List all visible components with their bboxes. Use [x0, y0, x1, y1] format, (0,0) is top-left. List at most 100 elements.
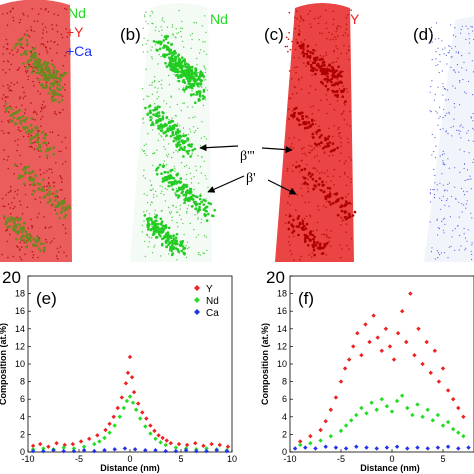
point-nd — [61, 445, 66, 450]
atom-dot — [184, 134, 188, 137]
atom-dot — [25, 38, 29, 42]
panel-label-c: (c) — [264, 25, 284, 44]
atom-dot — [192, 126, 195, 128]
atom-dot — [17, 49, 19, 51]
arrow-b-prime — [207, 175, 245, 193]
atom-dot — [43, 172, 45, 174]
element-label-y-c: Y — [350, 11, 360, 27]
atom-dot — [313, 17, 316, 20]
atom-dot — [289, 213, 291, 215]
atom-dot — [20, 163, 22, 165]
atom-dot — [190, 74, 194, 77]
atom-dot — [164, 225, 168, 229]
atom-dot — [61, 95, 64, 97]
atom-dot — [161, 165, 165, 169]
atom-dot — [322, 55, 325, 57]
atom-dot — [457, 52, 459, 54]
point-y — [78, 439, 84, 444]
atom-dot — [455, 198, 457, 200]
atom-dot — [439, 54, 441, 56]
atom-dot — [315, 68, 319, 72]
atom-dot — [148, 236, 150, 239]
atom-dot — [193, 131, 195, 134]
atom-dot — [465, 69, 467, 71]
atom-dot — [31, 179, 34, 182]
atom-dot — [337, 74, 341, 78]
atom-dot — [468, 33, 470, 35]
atom-dot — [182, 127, 185, 129]
atom-dot — [184, 165, 186, 168]
atom-dot — [342, 219, 345, 221]
atom-dot — [160, 26, 162, 28]
atom-dot — [429, 201, 432, 203]
atom-dot — [166, 236, 169, 239]
atom-dot — [312, 238, 315, 241]
atom-dot — [37, 90, 39, 93]
atom-dot — [309, 63, 313, 67]
atom-dot — [24, 193, 27, 196]
atom-dot — [287, 221, 291, 224]
atom-dot — [153, 196, 155, 198]
atom-dot — [151, 225, 153, 227]
point-nd — [440, 423, 446, 428]
atom-dot — [201, 25, 204, 27]
atom-dot — [472, 112, 474, 115]
point-ca — [183, 448, 189, 453]
atom-dot — [175, 206, 177, 208]
atom-dot — [169, 213, 172, 215]
atom-dot — [439, 61, 441, 63]
atom-dot — [172, 238, 175, 241]
point-ca — [333, 445, 339, 450]
arrow-c-triple — [261, 145, 293, 154]
atom-dot — [300, 76, 303, 79]
atom-dot — [468, 139, 470, 142]
atom-dot — [41, 23, 44, 25]
atom-dot — [161, 19, 163, 21]
atom-dot — [14, 43, 17, 47]
atom-dot — [323, 145, 327, 149]
atom-dot — [12, 54, 14, 56]
atom-dot — [186, 191, 190, 195]
atom-dot — [161, 17, 164, 19]
atom-dot — [148, 241, 150, 243]
atom-dot — [16, 165, 19, 167]
point-nd — [117, 414, 122, 419]
atom-dot — [141, 231, 144, 233]
atom-dot — [309, 152, 311, 154]
atom-dot — [151, 237, 153, 239]
atom-dot — [168, 63, 171, 67]
atom-dot — [191, 70, 194, 74]
atom-dot — [310, 149, 312, 152]
atom-dot — [172, 62, 175, 66]
atom-dot — [16, 149, 18, 152]
apt-dots-b — [141, 9, 216, 261]
y-tick-label: 18 — [277, 289, 287, 299]
point-nd — [456, 430, 461, 435]
atom-dot — [38, 212, 40, 215]
atom-dot — [157, 166, 160, 169]
atom-dot — [176, 259, 178, 261]
point-nd — [107, 430, 112, 435]
atom-dot — [300, 88, 303, 90]
atom-dot — [196, 72, 198, 74]
atom-dot — [16, 232, 20, 235]
atom-dot — [156, 149, 158, 151]
atom-dot — [41, 186, 44, 189]
atom-dot — [439, 155, 441, 157]
atom-dot — [434, 258, 436, 260]
atom-dot — [338, 160, 341, 162]
point-y — [420, 361, 425, 367]
atom-dot — [39, 155, 41, 158]
atom-dot — [296, 92, 298, 94]
atom-dot — [179, 125, 181, 127]
atom-dot — [311, 149, 314, 151]
atom-dot — [175, 140, 177, 142]
atom-dot — [325, 236, 328, 238]
atom-dot — [343, 204, 346, 208]
atom-dot — [17, 128, 20, 131]
atom-dot — [301, 153, 304, 155]
atom-dot — [313, 57, 316, 60]
atom-dot — [301, 183, 304, 185]
atom-dot — [55, 255, 58, 257]
atom-dot — [17, 144, 19, 146]
